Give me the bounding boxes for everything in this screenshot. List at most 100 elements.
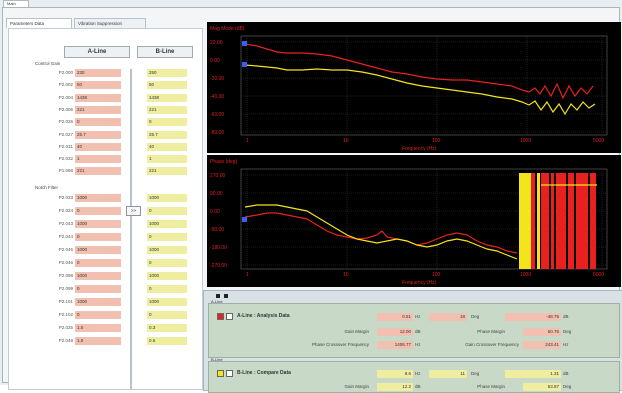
b-line-value-field[interactable]: 40 bbox=[147, 142, 187, 151]
b-line-gain-margin-unit: dB bbox=[415, 384, 421, 389]
a-line-pcf-unit: Hz bbox=[415, 342, 421, 347]
a-line-deg-label: Deg bbox=[471, 314, 480, 319]
zoom-out-button[interactable] bbox=[224, 294, 228, 298]
plot2-wrap-region bbox=[519, 173, 597, 269]
b-line-frame-label: B-Line bbox=[211, 357, 223, 362]
b-line-value-field[interactable]: 250 bbox=[147, 69, 187, 77]
a-line-value-field[interactable]: 50 bbox=[75, 81, 121, 90]
a-line-value-field[interactable]: 0 bbox=[75, 285, 121, 293]
a-line-visibility-checkbox[interactable] bbox=[226, 313, 233, 320]
plot1-ytick: -40.00 bbox=[210, 94, 224, 100]
plot1-marker-b[interactable] bbox=[242, 62, 247, 67]
a-line-value-field[interactable]: 1 bbox=[75, 155, 121, 164]
b-line-value-field[interactable]: 1000 bbox=[147, 246, 187, 254]
plot1-xlabel: Frequency (Hz) bbox=[402, 146, 437, 152]
param-name: P2.046 bbox=[58, 260, 73, 265]
b-line-value-field[interactable]: 0.6 bbox=[147, 337, 187, 345]
b-line-value-field[interactable]: 0 bbox=[147, 118, 187, 127]
b-line-value-field[interactable]: 0 bbox=[147, 311, 187, 319]
b-line-peak-unit: Hz bbox=[415, 371, 421, 376]
b-line-value-field[interactable]: 50 bbox=[147, 81, 187, 90]
param-name: P2.044 bbox=[58, 234, 73, 239]
plot2-ytick: -90.00 bbox=[210, 227, 224, 233]
b-line-value-field[interactable]: 221 bbox=[147, 105, 187, 114]
tab-vibration-suppression[interactable]: Vibration Suppression bbox=[74, 18, 146, 28]
b-line-value-field[interactable]: 1 bbox=[147, 155, 187, 164]
a-line-gcf-label: Gain Crossover Frequency bbox=[465, 342, 519, 347]
scroll-track[interactable] bbox=[130, 69, 132, 389]
a-line-value-field[interactable]: 25.7 bbox=[75, 130, 121, 139]
b-line-value-field[interactable]: 1000 bbox=[147, 298, 187, 306]
a-line-value-field[interactable]: 1.0 bbox=[75, 324, 121, 332]
b-line-peak-field[interactable]: 8.6 bbox=[377, 370, 413, 378]
plot2-a-line-curve bbox=[244, 212, 518, 254]
param-name: P2.032 bbox=[58, 156, 73, 162]
a-line-peak-field[interactable]: 0.51 bbox=[377, 313, 413, 321]
b-line-value-field[interactable]: 0.3 bbox=[147, 324, 187, 332]
a-line-value-field[interactable]: 0 bbox=[75, 233, 121, 241]
a-line-gain-margin-field[interactable]: 12.00 bbox=[377, 328, 413, 336]
plot1-b-line-curve bbox=[244, 64, 596, 116]
a-line-value-field[interactable]: 230 bbox=[75, 69, 121, 77]
b-line-value-field[interactable]: 0 bbox=[147, 207, 187, 215]
a-line-color-swatch[interactable] bbox=[217, 313, 224, 320]
plot1-ytick: -20.00 bbox=[210, 76, 224, 82]
a-line-value-field[interactable]: 1.0 bbox=[75, 337, 121, 345]
a-line-peak2-field[interactable]: 18 bbox=[429, 313, 467, 321]
plot2-ytick: 0.00 bbox=[210, 209, 220, 215]
tab-parameters-data[interactable]: Parameters Data bbox=[6, 18, 72, 28]
phase-plot[interactable]: Phase (deg) 270.00 90.00 0.00 -90.00 -18… bbox=[207, 155, 621, 287]
a-line-value-field[interactable]: 1000 bbox=[75, 298, 121, 306]
a-line-value-field[interactable]: 40 bbox=[75, 142, 121, 151]
plot2-ytick: 90.00 bbox=[210, 191, 223, 197]
b-line-value-field[interactable]: 1000 bbox=[147, 194, 187, 202]
a-line-value-field[interactable]: 0 bbox=[75, 259, 121, 267]
a-line-value-field[interactable]: 1000 bbox=[75, 194, 121, 202]
a-line-value-field[interactable]: 221 bbox=[75, 167, 121, 176]
b-line-visibility-checkbox[interactable] bbox=[226, 370, 233, 377]
a-line-gcf-unit: Hz bbox=[563, 342, 569, 347]
b-line-value-field[interactable]: 0 bbox=[147, 259, 187, 267]
a-line-gcf-field[interactable]: 243.41 bbox=[523, 341, 561, 349]
b-line-value-field[interactable]: 25.7 bbox=[147, 130, 187, 139]
b-line-gain-margin-label: Gain Margin bbox=[344, 384, 369, 389]
zoom-in-button[interactable] bbox=[216, 294, 220, 298]
b-line-value-field[interactable]: 0 bbox=[147, 233, 187, 241]
b-line-color-swatch[interactable] bbox=[217, 370, 224, 377]
a-line-value-field[interactable]: 221 bbox=[75, 105, 121, 114]
plot2-marker[interactable] bbox=[242, 217, 247, 222]
b-line-peak2-field[interactable]: 11 bbox=[429, 370, 467, 378]
tab-main[interactable]: Main bbox=[3, 0, 29, 7]
a-line-value-field[interactable]: 0 bbox=[75, 207, 121, 215]
plot1-marker-a[interactable] bbox=[242, 41, 247, 46]
a-line-value-field[interactable]: 1000 bbox=[75, 272, 121, 280]
a-line-phase-margin-field[interactable]: 50.76 bbox=[523, 328, 561, 336]
notch-filter-label: Notch Filter bbox=[35, 185, 59, 190]
b-line-phase-margin-unit: Deg bbox=[563, 384, 572, 389]
magnitude-plot[interactable]: Mag Mode (dB) 20.00 0.00 -20.00 -40.00 -… bbox=[207, 22, 621, 153]
plot1-xtick: 1000 bbox=[520, 138, 531, 144]
a-line-peak3-field[interactable]: -48.75 bbox=[505, 313, 561, 321]
b-line-value-field[interactable]: 221 bbox=[147, 167, 187, 176]
plot1-ytick: 20.00 bbox=[210, 40, 223, 46]
a-line-value-field[interactable]: 1438 bbox=[75, 93, 121, 102]
b-line-value-field[interactable]: 1000 bbox=[147, 272, 187, 280]
b-line-value-field[interactable]: 1000 bbox=[147, 220, 187, 228]
a-line-pcf-label: Phase Crossover Frequency bbox=[311, 342, 369, 347]
a-line-gain-margin-label: Gain Margin bbox=[344, 329, 369, 334]
a-line-value-field[interactable]: 1000 bbox=[75, 246, 121, 254]
b-line-value-field[interactable]: 0 bbox=[147, 285, 187, 293]
b-line-gain-margin-field[interactable]: 12.2 bbox=[377, 383, 413, 391]
b-line-value-field[interactable]: 1438 bbox=[147, 93, 187, 102]
copy-a-to-b-button[interactable]: >> bbox=[126, 206, 141, 216]
plot2-b-line-curve bbox=[244, 204, 518, 260]
a-line-pcf-field[interactable]: 1406.77 bbox=[377, 341, 413, 349]
param-name: P2.026 bbox=[58, 119, 73, 125]
b-line-peak3-field[interactable]: 1.31 bbox=[505, 370, 561, 378]
plot2-ytick: -270.00 bbox=[210, 263, 227, 269]
b-line-phase-margin-field[interactable]: 53.87 bbox=[523, 383, 561, 391]
a-line-value-field[interactable]: 1000 bbox=[75, 220, 121, 228]
a-line-value-field[interactable]: 0 bbox=[75, 118, 121, 127]
a-line-value-field[interactable]: 0 bbox=[75, 311, 121, 319]
